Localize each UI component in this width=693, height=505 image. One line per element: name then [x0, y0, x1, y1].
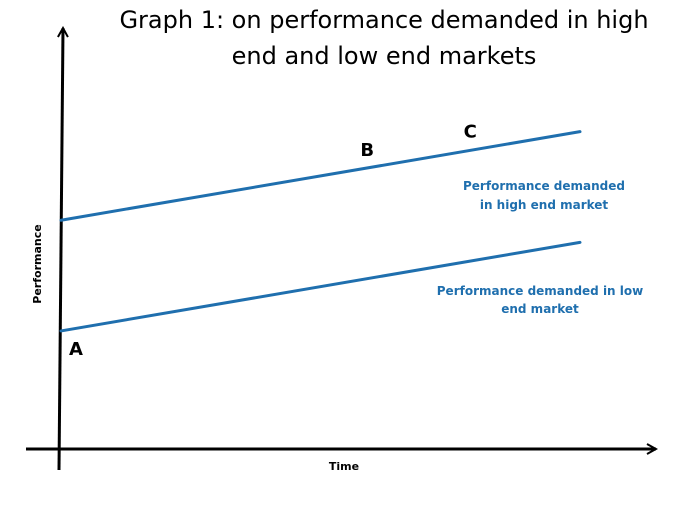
series-line-low — [59, 240, 582, 333]
point-label-layer: A B C — [69, 121, 477, 360]
series-label-low-line-1: Performance demanded in low — [437, 284, 643, 298]
y-axis-label: Performance — [31, 224, 44, 303]
y-axis — [59, 28, 63, 471]
series-layer — [59, 130, 582, 333]
series-label-high-line-1: Performance demanded — [463, 179, 625, 193]
series-line-high — [59, 130, 582, 222]
series-label-low-line-2: end market — [501, 302, 579, 316]
chart-title-line-1: Graph 1: on performance demanded in high — [119, 6, 648, 34]
x-axis-label: Time — [329, 460, 359, 473]
series-label-high-line-2: in high end market — [480, 198, 609, 212]
point-label-c: C — [464, 121, 477, 142]
chart-title-line-2: end and low end markets — [232, 42, 537, 70]
point-label-b: B — [360, 140, 374, 161]
point-label-a: A — [69, 339, 83, 360]
